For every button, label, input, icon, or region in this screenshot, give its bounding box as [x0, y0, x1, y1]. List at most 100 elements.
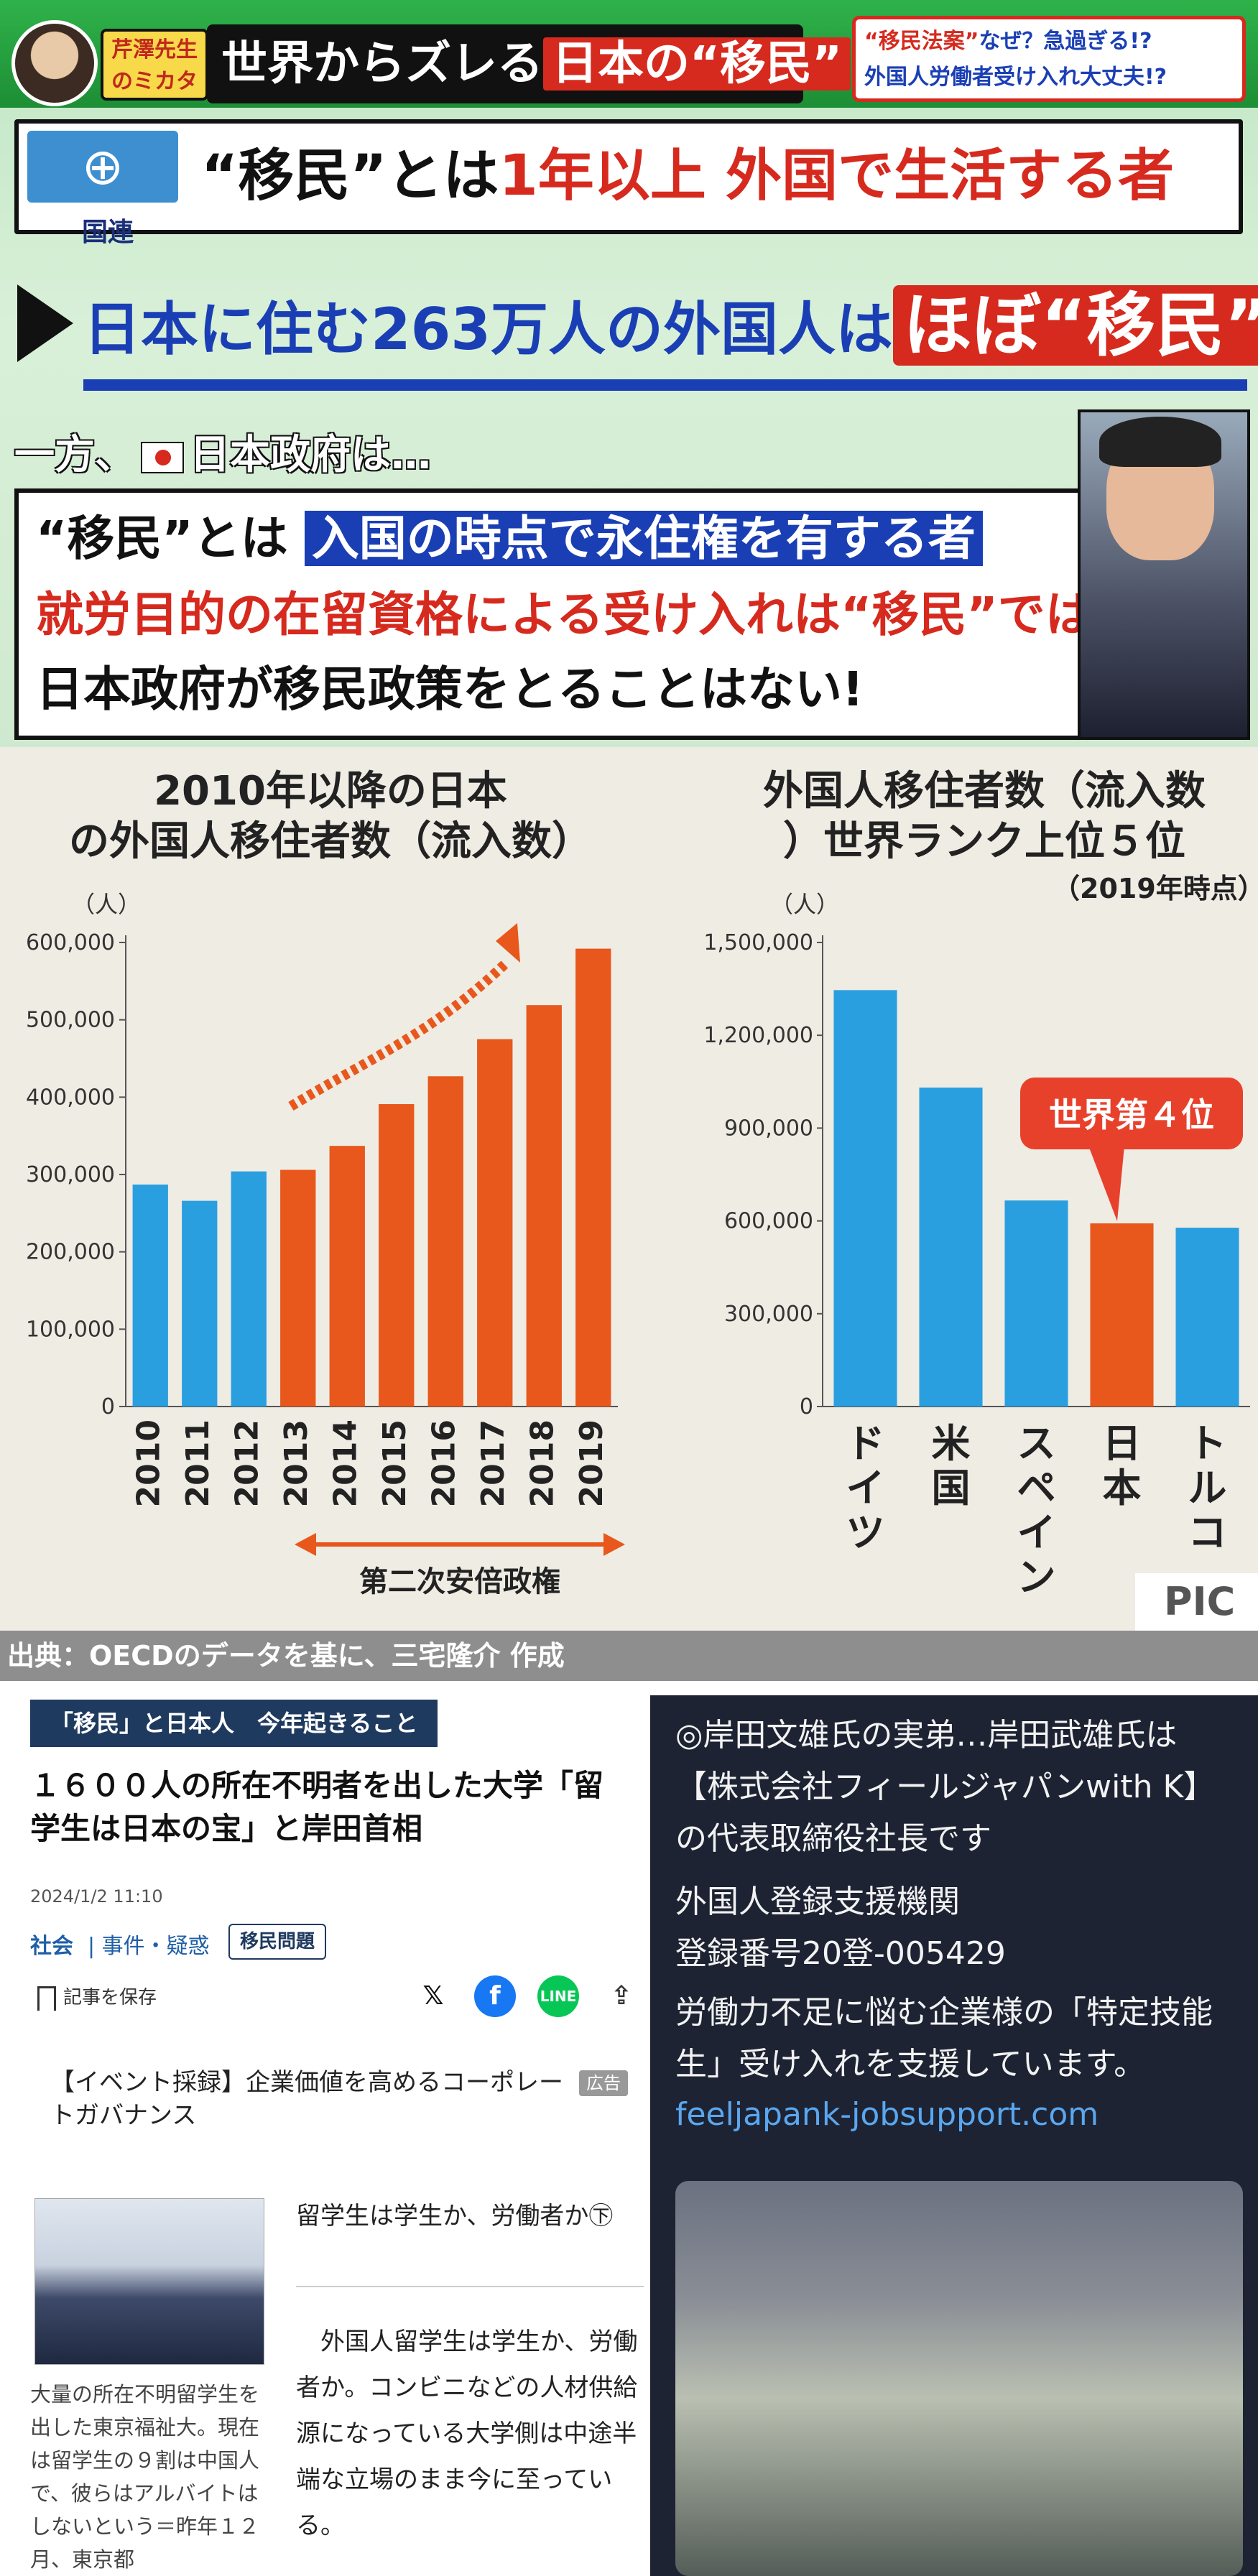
charts-panel: 2010年以降の日本 の外国人移住者数（流入数） （人） 0 100,000 200,00…	[0, 747, 1258, 1674]
un-definition-box	[14, 119, 1243, 234]
chart2-xtick-char: コ	[1188, 1510, 1227, 1555]
gov-line-b: 就労目的の在留資格による受け入れは“移民”ではない!	[36, 587, 1209, 642]
chart1-xtick: 2012	[228, 1419, 265, 1507]
chart2-xtick-char: ン	[1017, 1555, 1056, 1600]
divider	[296, 2286, 644, 2287]
share-icon[interactable]: ⇪	[610, 1981, 633, 2011]
un-label: 国連	[81, 218, 134, 247]
chart1-span-right	[603, 1533, 625, 1556]
chart1-bar	[280, 1169, 316, 1407]
chart2-xtick-char: ト	[1188, 1421, 1227, 1466]
chart1-xtick: 2017	[475, 1419, 512, 1507]
chart1-ytick: 500,000	[26, 1008, 115, 1033]
japan-flag-icon	[141, 441, 184, 473]
host-avatar	[11, 20, 98, 106]
topright-line1: なぜ？急過ぎる!?	[979, 29, 1152, 54]
photo-caption: 大量の所在不明留学生を出した東京福祉大。現在は留学生の９割は中国人で、彼らはアル…	[30, 2382, 260, 2572]
chart2-bar	[919, 1087, 983, 1407]
topright-red: “移民法案”	[864, 29, 979, 54]
topic-pill[interactable]: 移民問題	[228, 1924, 327, 1960]
chart2-xtick-char: 日	[1103, 1421, 1142, 1466]
chart2-ytick: 300,000	[724, 1302, 813, 1327]
watermark: PIC	[1135, 1573, 1258, 1631]
chart1-bar	[477, 1039, 513, 1407]
chart2-ytick: 1,200,000	[703, 1023, 813, 1048]
politician-hair	[1099, 417, 1221, 467]
chart1-bar	[575, 948, 611, 1407]
chart1-span-left	[295, 1533, 316, 1556]
chart1-xtick: 2011	[180, 1419, 216, 1507]
row3-before: 一方、	[14, 432, 135, 478]
chart2-xtick-char: 本	[1103, 1465, 1142, 1511]
chart2-xtick-char: 国	[932, 1465, 971, 1511]
x-share-icon[interactable]: 𝕏	[422, 1981, 444, 2011]
facebook-share-icon[interactable]: f	[474, 1975, 516, 2017]
gov-line-c: 日本政府が移民政策をとることはない!	[36, 662, 864, 717]
chart1-bar	[379, 1104, 415, 1407]
gov-line-a-highlight: 入国の時点で永住権を有する者	[304, 511, 983, 566]
chart2-xtick-char: ス	[1017, 1421, 1056, 1466]
chart1-xtick: 2019	[573, 1419, 610, 1507]
article-subhead: 留学生は学生か、労働者か㊦	[296, 2202, 614, 2230]
side-line2: 外国人登録支援機関	[675, 1884, 960, 1920]
line-share-icon[interactable]: LINE	[537, 1975, 579, 2017]
chart2-xtick-char: イ	[846, 1465, 885, 1511]
chart2-bar	[833, 990, 897, 1407]
chart2-callout-box	[1020, 1078, 1243, 1149]
tv-screenshot: 芹澤先生のミカタ 世界からズレる 日本の“移民” “移民法案”なぜ？急過ぎる!? …	[0, 0, 1258, 747]
chart1-trend-arrowhead	[496, 923, 520, 963]
chart1-bar	[427, 1076, 463, 1407]
chart2-ytick: 0	[800, 1394, 813, 1419]
row1-red: 1年以上 外国で生活する者	[499, 144, 1174, 208]
chart1-title-line2: の外国人移住者数（流入数）	[69, 818, 592, 865]
chart1-ytick: 400,000	[26, 1085, 115, 1110]
chart2-bar	[1175, 1228, 1239, 1407]
chart2-bar	[1090, 1223, 1154, 1407]
chart2-callout: 世界第４位	[1049, 1095, 1214, 1134]
arrow-right-icon	[17, 284, 73, 362]
chart1-ytick: 200,000	[26, 1240, 115, 1265]
chart1-xtick: 2016	[425, 1419, 462, 1507]
article-body: 外国人留学生は学生か、労働者か。コンビニなどの人材供給源になっている大学側は中途…	[296, 2327, 638, 2540]
category-link[interactable]: 社会	[30, 1934, 73, 1959]
chart2-xtick-char: ル	[1188, 1465, 1227, 1511]
row2-text: 日本に住む263万人の外国人は	[83, 296, 893, 363]
chart2-xtick-char: イ	[1017, 1510, 1056, 1555]
chart2-xtick-char: ペ	[1017, 1465, 1056, 1511]
un-emblem-icon: ⊕	[27, 131, 178, 203]
article-headline[interactable]: １６００人の所在不明者を出した大学「留学生は日本の宝」と岸田首相	[30, 1768, 604, 1846]
classroom-photo[interactable]	[34, 2198, 264, 2365]
tv-topright-box: “移民法案”なぜ？急過ぎる!? 外国人労働者受け入れ大丈夫!?	[852, 16, 1246, 102]
side-link[interactable]: feeljapank-jobsupport.com	[675, 2096, 1099, 2133]
chart1-xtick: 2015	[376, 1419, 413, 1507]
side-line4: 労働力不足に悩む企業様の「特定技能生」受け入れを支援しています。	[675, 1994, 1213, 2082]
chart2-xtick-char: 米	[932, 1421, 971, 1466]
tv-banner: 世界からズレる 日本の“移民”	[207, 24, 851, 103]
chart1-title-line1: 2010年以降の日本	[154, 768, 507, 815]
chart1-ytick: 600,000	[26, 930, 115, 955]
gov-line-a: “移民”とは 入国の時点で永住権を有する者	[36, 503, 983, 575]
chart1-ytick: 100,000	[26, 1317, 115, 1342]
subcategory-link[interactable]: | 事件・疑惑	[88, 1934, 210, 1959]
group-photo[interactable]	[675, 2181, 1243, 2576]
ad-link[interactable]: 【イベント採録】企業価値を高めるコーポレートガバナンス	[50, 2068, 563, 2130]
article-date: 2024/1/2 11:10	[30, 1886, 163, 1906]
article	[0, 1681, 650, 2576]
chart2-ytick: 900,000	[724, 1116, 813, 1141]
bookmark-icon	[37, 1986, 56, 2011]
chart1-bar	[132, 1184, 168, 1407]
save-article-button[interactable]: 記事を保存	[37, 1983, 157, 2011]
row3-after: 日本政府は…	[190, 432, 431, 478]
chart1-trend-arrow	[288, 958, 510, 1111]
chart2-xtick-char: ド	[846, 1421, 885, 1466]
chart1-ytick: 0	[101, 1394, 115, 1419]
series-tag[interactable]: 「移民」と日本人 今年起きること	[30, 1700, 438, 1747]
chart1-bar	[231, 1171, 267, 1407]
banner-prefix: 世界からズレる	[221, 37, 543, 91]
chart2-title-line2: ）世界ランク上位５位	[783, 818, 1185, 865]
gov-line-a-prefix: “移民”とは	[36, 511, 288, 566]
chart2-title-line1: 外国人移住者数（流入数	[763, 768, 1206, 815]
topright-line2: 外国人労働者受け入れ大丈夫!?	[864, 65, 1167, 90]
